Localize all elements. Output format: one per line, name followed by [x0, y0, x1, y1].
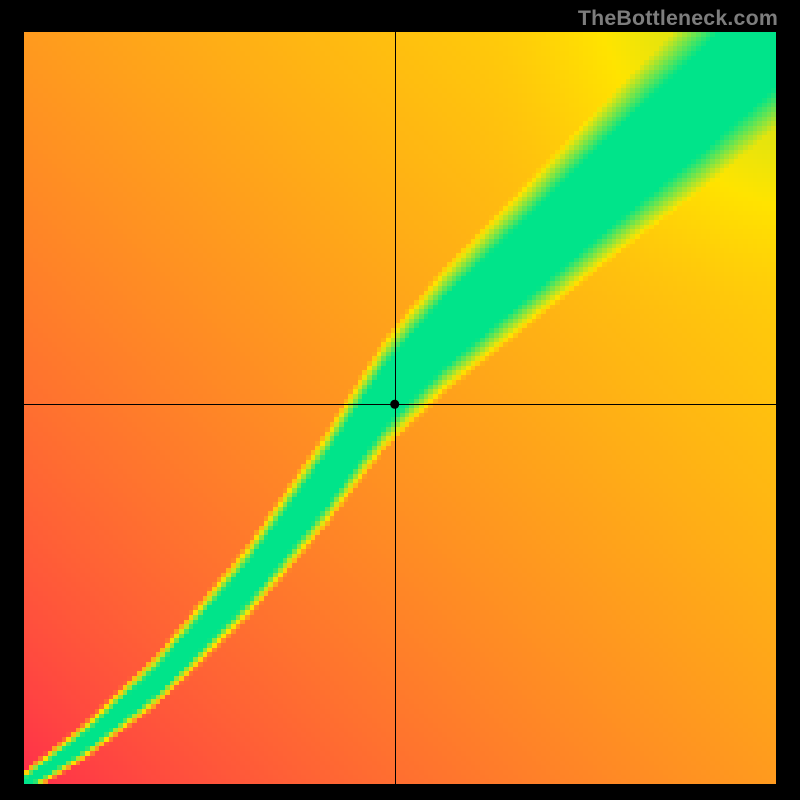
chart-frame: TheBottleneck.com	[0, 0, 800, 800]
heatmap-canvas	[24, 32, 776, 784]
watermark-text: TheBottleneck.com	[578, 6, 778, 31]
